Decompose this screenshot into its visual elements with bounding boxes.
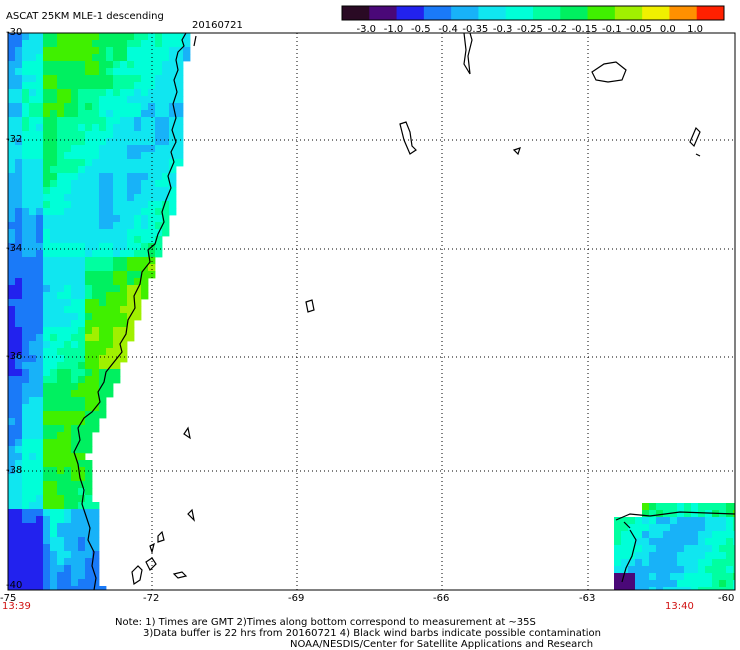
colorbar-segment — [451, 6, 479, 20]
colorbar-tick-label: -1.0 — [383, 24, 404, 35]
product-title: ASCAT 25KM MLE-1 descending — [6, 11, 164, 22]
colorbar-segment — [696, 6, 725, 20]
y-tick-label: -36 — [6, 351, 23, 362]
y-tick-label: -40 — [6, 580, 23, 591]
colorbar-frame — [341, 5, 725, 21]
x-tick-label: -72 — [143, 593, 160, 604]
colorbar-segment — [369, 6, 398, 20]
y-tick-label: -34 — [6, 243, 23, 254]
note-line-1: Note: 1) Times are GMT 2)Times along bot… — [115, 617, 536, 628]
swath-left-data — [8, 33, 191, 590]
x-tick-label: -60 — [718, 593, 735, 604]
colorbar-segment — [342, 6, 370, 20]
colorbar-segment — [423, 6, 452, 20]
colorbar-tick-label: -0.3 — [492, 24, 513, 35]
colorbar-segment — [669, 6, 698, 20]
colorbar-segment — [587, 6, 616, 20]
colorbar-tick-label: -0.4 — [438, 24, 458, 35]
pass-time-right: 13:40 — [665, 601, 694, 612]
swath-right-data — [614, 503, 735, 590]
colorbar-segment — [478, 6, 507, 20]
pass-time-left: 13:39 — [2, 601, 31, 612]
x-tick-label: -75 — [0, 593, 17, 604]
note-line-3: NOAA/NESDIS/Center for Satellite Applica… — [290, 639, 594, 650]
x-tick-label: -63 — [579, 593, 596, 604]
chile-coast — [73, 33, 187, 590]
colorbar-segment — [642, 6, 670, 20]
colorbar-segment — [533, 6, 561, 20]
colorbar-tick-label: -0.05 — [626, 24, 653, 35]
plot-frame — [7, 32, 736, 591]
colorbar — [341, 5, 725, 21]
colorbar-tick-label: -0.25 — [517, 24, 543, 35]
colorbar-tick-label: -0.35 — [462, 24, 489, 35]
product-date: 20160721 — [192, 20, 243, 31]
colorbar-tick-label: 1.0 — [687, 24, 704, 35]
colorbar-segment — [560, 6, 589, 20]
graticule — [8, 33, 735, 590]
coastline — [73, 33, 735, 590]
note-line-2: 3)Data buffer is 22 hrs from 20160721 4)… — [143, 628, 601, 639]
y-tick-label: -30 — [6, 27, 23, 38]
colorbar-tick-label: -0.2 — [547, 24, 567, 35]
colorbar-tick-label: 0.0 — [659, 24, 676, 35]
colorbar-segment — [614, 6, 643, 20]
colorbar-tick-label: -0.5 — [411, 24, 431, 35]
colorbar-tick-label: -3.0 — [356, 24, 376, 35]
andes-border — [193, 35, 197, 47]
x-tick-label: -69 — [288, 593, 305, 604]
y-tick-label: -38 — [6, 465, 23, 476]
y-tick-label: -32 — [6, 134, 23, 145]
colorbar-tick-label: -0.15 — [571, 24, 598, 35]
colorbar-segment — [396, 6, 425, 20]
colorbar-tick-label: -0.1 — [602, 24, 622, 35]
x-tick-label: -66 — [433, 593, 450, 604]
colorbar-segment — [505, 6, 534, 20]
